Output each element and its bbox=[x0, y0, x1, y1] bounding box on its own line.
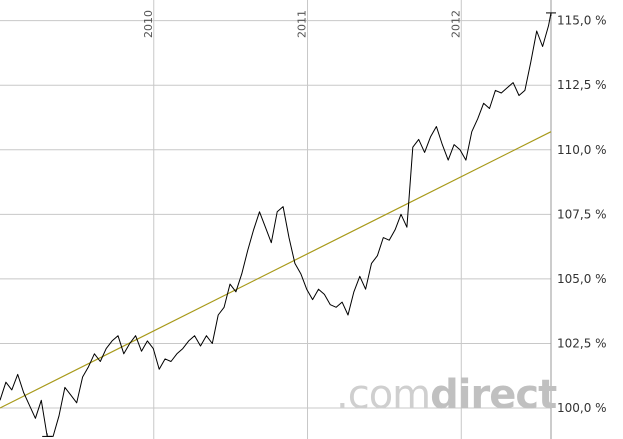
x-tick-label-1: 2011 bbox=[296, 10, 309, 38]
y-tick-label-1: 102,5 % bbox=[557, 336, 607, 350]
watermark-part-com: .com bbox=[336, 372, 430, 418]
watermark-part-direct: direct bbox=[430, 372, 557, 418]
y-tick-label-3: 107,5 % bbox=[557, 207, 607, 221]
y-tick-label-0: 100,0 % bbox=[557, 401, 607, 415]
x-tick-label-0: 2010 bbox=[142, 10, 155, 38]
extreme-markers bbox=[42, 12, 556, 437]
trend-line-series bbox=[0, 131, 552, 409]
price-line-series bbox=[0, 12, 552, 437]
watermark-logo: .comdirect bbox=[336, 372, 557, 418]
y-axis-tick-labels: 100,0 % 102,5 % 105,0 % 107,5 % 110,0 % 112,5… bbox=[557, 14, 607, 415]
y-tick-label-6: 115,0 % bbox=[557, 14, 607, 28]
y-tick-label-2: 105,0 % bbox=[557, 272, 607, 286]
x-tick-label-2: 2012 bbox=[449, 10, 462, 38]
x-axis-tick-labels: 2010 2011 2012 bbox=[142, 10, 463, 38]
chart-grid bbox=[0, 0, 552, 439]
trend-line bbox=[0, 131, 552, 409]
price-line bbox=[0, 12, 552, 437]
y-tick-label-5: 112,5 % bbox=[557, 78, 607, 92]
y-tick-label-4: 110,0 % bbox=[557, 143, 607, 157]
